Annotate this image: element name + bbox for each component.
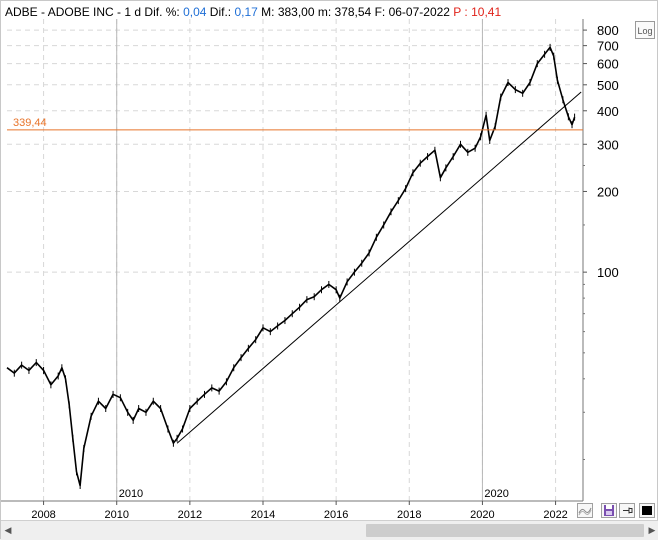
scrollbar-thumb[interactable] — [366, 524, 644, 537]
x-tick-label: 2008 — [31, 509, 55, 520]
y-tick-label: 200 — [597, 184, 619, 199]
y-tick-label: 800 — [597, 23, 619, 38]
price-line — [6, 46, 576, 487]
chevron-left-icon[interactable]: ◀ — [4, 525, 12, 535]
header-separator: - — [113, 5, 125, 19]
dif-pct-label: Dif. %: — [141, 5, 184, 19]
reference-line-label: 339,44 — [13, 117, 47, 129]
p-value: 10,41 — [471, 5, 502, 19]
pin-icon[interactable] — [619, 503, 635, 518]
x-tick-label: 2022 — [543, 509, 567, 520]
chevron-right-icon[interactable]: ▶ — [648, 525, 656, 535]
header-separator: - — [37, 5, 48, 19]
max-label: M: — [257, 5, 278, 19]
horizontal-scrollbar[interactable]: ◀ ▶ — [1, 520, 658, 540]
dif-label: Dif.: — [206, 5, 235, 19]
period-label: 1 d — [124, 5, 142, 19]
y-tick-label: 100 — [597, 265, 619, 280]
y-tick-label: 300 — [597, 137, 619, 152]
x-tick-label: 2014 — [251, 509, 275, 520]
trendline — [176, 91, 582, 444]
decade-marker-label: 2010 — [119, 488, 143, 500]
black-square-icon[interactable] — [639, 503, 655, 518]
dif-pct-value: 0,04 — [183, 5, 207, 19]
wave-lines-icon[interactable] — [577, 503, 593, 518]
series-layer — [6, 43, 576, 490]
y-tick-label: 400 — [597, 104, 619, 119]
dif-value: 0,17 — [234, 5, 258, 19]
date-label: F: — [371, 5, 389, 19]
max-value: 383,00 — [277, 5, 315, 19]
symbol: ADBE — [5, 5, 38, 19]
chart-header: ADBE - ADOBE INC - 1 d Dif. %: 0,04 Dif.… — [5, 4, 501, 20]
y-tick-label: 700 — [597, 39, 619, 54]
x-tick-label: 2018 — [397, 509, 421, 520]
floppy-disk-icon[interactable] — [601, 503, 617, 518]
grid — [7, 19, 583, 501]
annotations: 339,44 — [7, 91, 583, 444]
x-tick-label: 2010 — [104, 509, 128, 520]
x-tick-label: 2012 — [178, 509, 202, 520]
decade-marker-label: 2020 — [484, 488, 508, 500]
y-tick-label: 600 — [597, 57, 619, 72]
y-tick-label: 500 — [597, 78, 619, 93]
p-label: P : — [449, 5, 472, 19]
company-name: ADOBE INC — [47, 5, 114, 19]
min-label: m: — [314, 5, 335, 19]
min-value: 378,54 — [334, 5, 372, 19]
date-value: 06-07-2022 — [388, 5, 450, 19]
x-tick-label: 2020 — [470, 509, 494, 520]
log-scale-button[interactable]: Log — [635, 21, 655, 39]
x-tick-label: 2016 — [324, 509, 348, 520]
